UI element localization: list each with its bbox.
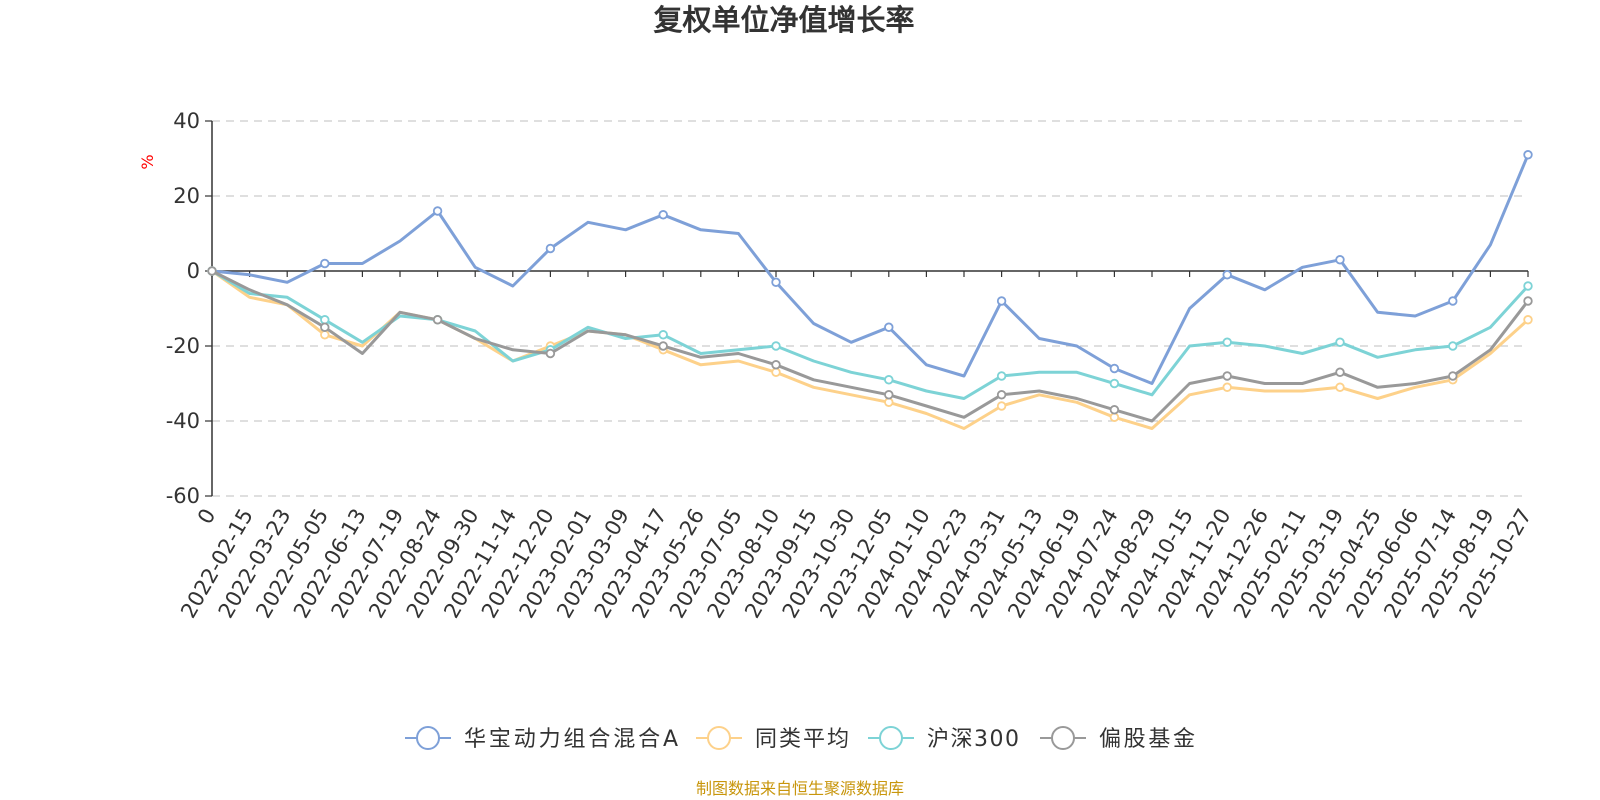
grid-layer — [212, 120, 1528, 497]
legend-marker — [707, 726, 731, 750]
series-group — [207, 266, 1533, 430]
data-point — [1523, 150, 1533, 160]
data-point — [771, 277, 781, 287]
data-point — [1109, 378, 1120, 389]
data-point — [1335, 337, 1345, 347]
data-point — [658, 341, 668, 351]
y-axis-unit: % — [138, 154, 157, 169]
series-layer — [207, 150, 1533, 430]
y-tick-label: 40 — [173, 109, 200, 133]
y-tick-label: 20 — [173, 184, 200, 208]
legend-label: 华宝动力组合混合A — [464, 727, 678, 752]
legend-label: 同类平均 — [755, 727, 849, 752]
legend-label: 沪深300 — [927, 727, 1019, 752]
data-point — [884, 375, 894, 385]
y-tick-label: 0 — [187, 259, 200, 283]
data-point — [884, 322, 894, 332]
data-point — [1335, 382, 1345, 392]
data-point — [996, 296, 1007, 306]
data-point — [1335, 255, 1345, 265]
series-line — [210, 269, 1530, 430]
data-point — [1222, 382, 1232, 392]
data-point — [1448, 371, 1458, 381]
series-line — [210, 153, 1530, 385]
series-group — [207, 150, 1533, 385]
data-point — [320, 322, 330, 332]
data-point — [1109, 363, 1120, 374]
data-point — [320, 258, 330, 269]
chart-title: 复权单位净值增长率 — [653, 3, 914, 37]
data-point — [1222, 270, 1232, 280]
y-tick-label: -20 — [166, 334, 200, 358]
data-point — [658, 330, 668, 340]
data-point — [1222, 337, 1232, 347]
data-point — [320, 315, 330, 325]
source-note: 制图数据来自恒生聚源数据库 — [696, 779, 904, 798]
data-point — [1523, 315, 1533, 325]
legend-marker — [879, 726, 903, 750]
data-point — [1335, 367, 1345, 377]
x-tick-label: 0 — [193, 505, 220, 529]
data-point — [207, 266, 217, 276]
data-point — [545, 243, 556, 254]
data-point — [320, 330, 330, 340]
y-tick-label: -40 — [166, 409, 200, 433]
data-point — [771, 341, 781, 351]
legend-item[interactable]: 华宝动力组合混合A — [405, 726, 678, 752]
series-line — [210, 269, 1530, 423]
data-point — [545, 348, 556, 359]
legend-label: 偏股基金 — [1099, 727, 1195, 752]
data-point — [1448, 341, 1458, 351]
data-point — [1523, 281, 1533, 291]
data-point — [1109, 412, 1120, 422]
data-point — [771, 367, 781, 377]
data-point — [996, 390, 1007, 400]
series-group — [207, 266, 1533, 423]
data-point — [884, 390, 894, 400]
data-point — [1448, 296, 1458, 306]
data-point — [996, 401, 1007, 411]
legend-marker — [1051, 726, 1075, 750]
data-point — [1222, 371, 1232, 381]
legend-item[interactable]: 同类平均 — [696, 726, 849, 752]
data-point — [432, 315, 443, 325]
series-group — [207, 266, 1533, 400]
data-point — [996, 371, 1007, 381]
data-point — [1109, 405, 1120, 415]
legend-item[interactable]: 沪深300 — [868, 726, 1019, 752]
data-point — [1523, 296, 1533, 306]
data-point — [658, 210, 668, 220]
legend-marker — [416, 726, 440, 750]
legend: 华宝动力组合混合A 同类平均 沪深300 偏股基金 — [405, 726, 1195, 752]
data-point — [884, 397, 894, 407]
legend-item[interactable]: 偏股基金 — [1040, 726, 1195, 752]
data-point — [432, 206, 443, 216]
data-point — [771, 360, 781, 370]
y-tick-label: -60 — [166, 484, 200, 508]
axis-layer: 40200-20-40-6002022-02-152022-03-232022-… — [166, 109, 1537, 622]
